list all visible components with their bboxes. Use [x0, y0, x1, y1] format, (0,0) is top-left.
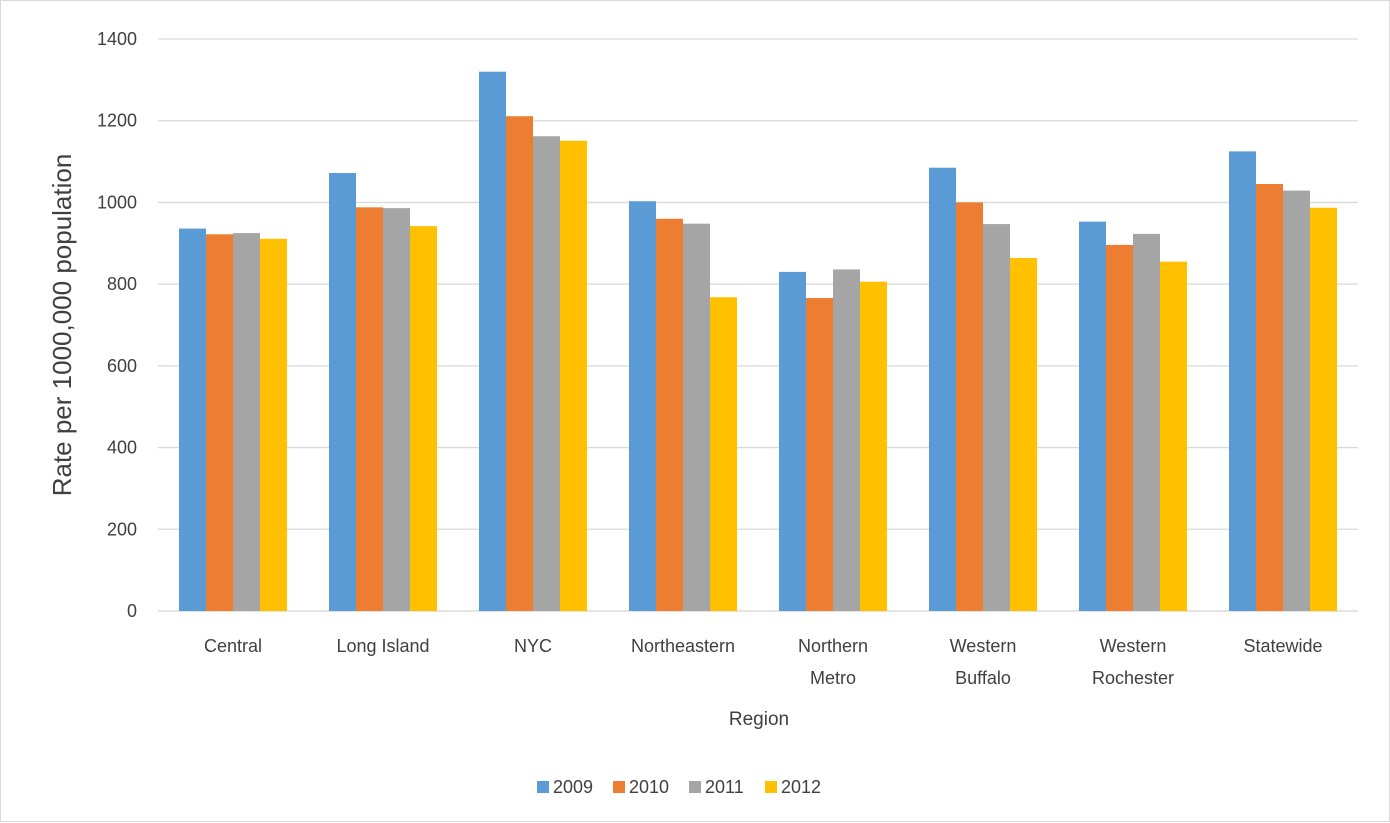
- bar-2011: [983, 224, 1010, 611]
- x-category-label: Central: [204, 636, 262, 656]
- x-category-label: NYC: [514, 636, 552, 656]
- x-category-label: Rochester: [1092, 668, 1174, 688]
- bar-2009: [629, 201, 656, 611]
- x-category-label: Western: [1100, 636, 1167, 656]
- bar-2010: [1106, 244, 1133, 612]
- bar-2011: [233, 233, 260, 612]
- bar-2011: [833, 269, 860, 611]
- bar-2009: [929, 167, 956, 611]
- bar-2009: [479, 71, 506, 611]
- bar-2012: [410, 226, 437, 611]
- bar-2010: [356, 207, 383, 611]
- bar-2010: [956, 202, 983, 611]
- y-tick-label: 400: [107, 438, 137, 458]
- bar-2010: [806, 298, 833, 611]
- x-category-label: Long Island: [336, 636, 429, 656]
- bar-2012: [1010, 257, 1037, 611]
- legend: 2009 2010 2011 2012: [537, 777, 821, 797]
- bar-2012: [860, 281, 887, 611]
- bar-2011: [683, 223, 710, 611]
- x-category-label: Western: [950, 636, 1017, 656]
- legend-label: 2011: [705, 777, 744, 797]
- y-tick-label: 0: [127, 601, 137, 621]
- bar-2011: [383, 208, 410, 612]
- x-category-label: Northern: [798, 636, 868, 656]
- bar-2011: [1283, 190, 1310, 611]
- legend-label: 2010: [629, 777, 669, 797]
- y-tick-labels: 0 200 400 600 800 1000 1200 1400: [97, 29, 137, 621]
- bar-2011: [533, 136, 560, 612]
- legend-swatch-2012: [765, 781, 777, 793]
- y-axis-title: Rate per 1000,000 population: [47, 154, 77, 497]
- y-tick-label: 800: [107, 274, 137, 294]
- bar-2012: [260, 238, 287, 611]
- legend-swatch-2010: [613, 781, 625, 793]
- bar-2009: [1079, 221, 1106, 612]
- bar-2010: [656, 218, 683, 611]
- x-category-labels: Central Long Island NYC Northeastern Norther…: [204, 636, 1323, 688]
- bars: [179, 71, 1337, 612]
- y-tick-label: 1000: [97, 192, 137, 212]
- x-category-label: Statewide: [1243, 636, 1322, 656]
- bar-2012: [1310, 207, 1337, 612]
- bar-2009: [179, 228, 206, 611]
- x-axis-title: Region: [729, 709, 789, 730]
- bar-2012: [560, 140, 587, 611]
- x-category-label: Northeastern: [631, 636, 735, 656]
- legend-label: 2012: [781, 777, 821, 797]
- bar-2009: [779, 271, 806, 611]
- bar-2012: [1160, 261, 1187, 611]
- bar-2010: [506, 116, 533, 611]
- x-category-label: Buffalo: [955, 668, 1011, 688]
- bar-2011: [1133, 233, 1160, 612]
- legend-label: 2009: [553, 777, 593, 797]
- x-category-label: Metro: [810, 668, 856, 688]
- y-tick-label: 200: [107, 519, 137, 539]
- bar-2009: [1229, 151, 1256, 611]
- y-tick-label: 600: [107, 356, 137, 376]
- y-tick-label: 1200: [97, 111, 137, 131]
- bar-2009: [329, 173, 356, 612]
- bar-2012: [710, 297, 737, 611]
- legend-swatch-2011: [689, 781, 701, 793]
- bar-2010: [206, 234, 233, 611]
- bar-2010: [1256, 184, 1283, 612]
- legend-swatch-2009: [537, 781, 549, 793]
- y-tick-label: 1400: [97, 29, 137, 49]
